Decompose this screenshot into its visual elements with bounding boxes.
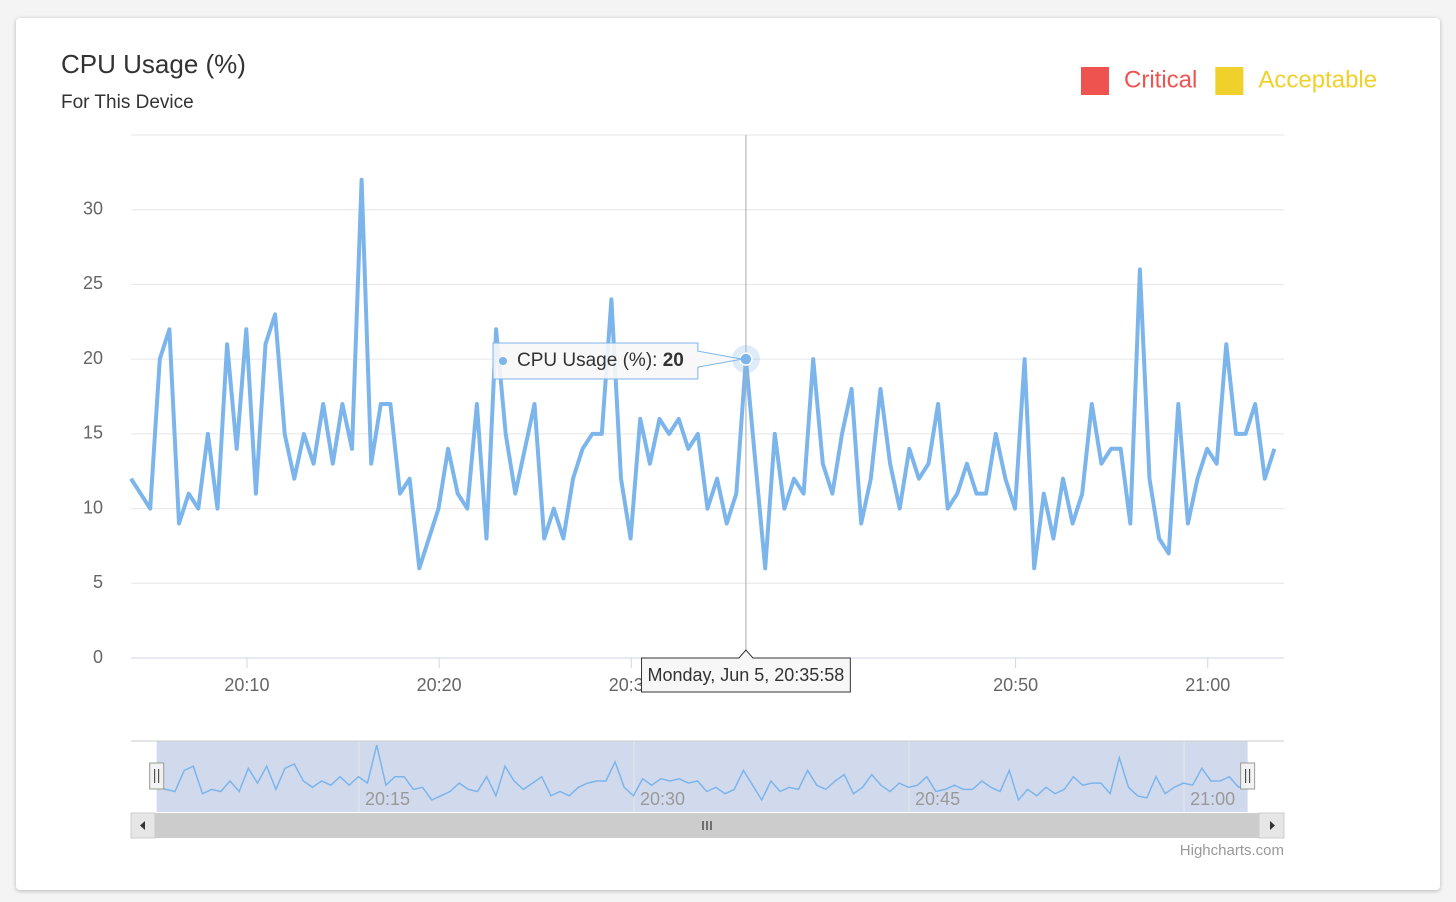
x-tick-label: 21:00 <box>1185 675 1230 695</box>
tooltip-series-name: CPU Usage (%) <box>517 350 652 371</box>
tooltip-dot <box>499 357 507 365</box>
tooltip-sep: : <box>652 350 663 371</box>
tooltip-box <box>492 342 743 380</box>
navigator-bg <box>131 741 1284 812</box>
navigator-handle[interactable] <box>149 762 165 790</box>
credits: Highcharts.com <box>1180 842 1284 859</box>
y-tick-label: 20 <box>83 348 103 368</box>
date-tooltip-text: Monday, Jun 5, 20:35:58 <box>648 665 845 685</box>
date-tooltip-box <box>641 649 851 693</box>
navigator-tick-label: 20:45 <box>915 789 960 809</box>
legend-swatch <box>1081 67 1109 95</box>
left-arrow <box>140 821 145 830</box>
navigator-tick-label: 20:15 <box>365 789 410 809</box>
chart-title: CPU Usage (%) <box>61 49 246 79</box>
navigator-line <box>156 744 1248 802</box>
legend-swatch <box>1215 67 1244 95</box>
navigator-tick-label: 20:30 <box>640 789 685 809</box>
x-tick-label: 20:10 <box>224 675 269 695</box>
x-tick-label: 20:50 <box>993 675 1038 695</box>
tooltip-value: 20 <box>663 350 684 371</box>
right-arrow <box>1270 821 1275 830</box>
chart-subtitle: For This Device <box>61 92 194 113</box>
x-tick-label: 20:20 <box>417 675 462 695</box>
tooltip-text: CPU Usage (%): 20 <box>517 350 684 371</box>
y-tick-label: 30 <box>83 198 103 218</box>
navigator-tick-label: 21:00 <box>1190 789 1235 809</box>
y-tick-label: 5 <box>93 572 103 592</box>
y-tick-label: 15 <box>83 423 103 443</box>
navigator-selection <box>156 741 1248 812</box>
y-tick-label: 25 <box>83 273 103 293</box>
series-line <box>129 177 1277 571</box>
scroll-grip <box>702 821 712 830</box>
legend-label: Critical <box>1124 66 1197 93</box>
y-tick-label: 10 <box>83 497 103 517</box>
legend-label: Acceptable <box>1258 66 1377 93</box>
y-tick-label: 0 <box>93 647 103 667</box>
navigator-handle[interactable] <box>1240 762 1256 790</box>
